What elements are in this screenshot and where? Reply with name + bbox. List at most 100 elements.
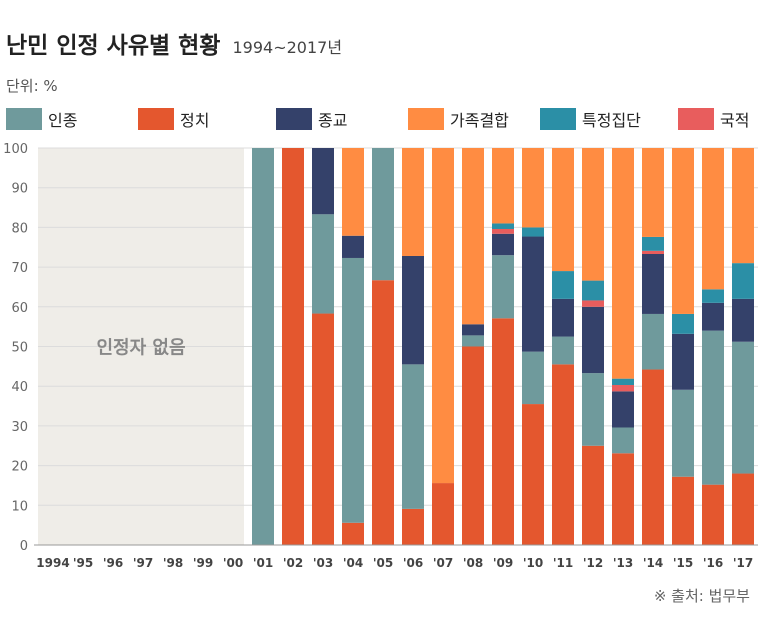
bar-segment-종교 bbox=[642, 253, 664, 314]
bar-segment-가족결합 bbox=[642, 148, 664, 237]
bar-segment-정치 bbox=[672, 476, 694, 545]
stacked-bar-chart: 0 10 20 30 40 50 60 70 80 90 100 1994 '95 '96 '97 '98 '9… bbox=[3, 142, 758, 570]
bar-segment-종교 bbox=[552, 298, 574, 337]
y-tick-label: 10 bbox=[11, 499, 28, 514]
bar-segment-국적 bbox=[612, 385, 634, 392]
bar-segment-가족결합 bbox=[522, 148, 544, 228]
x-tick-label: 1994 bbox=[36, 556, 69, 570]
bar-segment-정치 bbox=[312, 313, 334, 545]
legend-swatch bbox=[408, 108, 444, 130]
bar-segment-정치 bbox=[582, 445, 604, 545]
bar-segment-인종 bbox=[582, 373, 604, 446]
x-tick-label: '14 bbox=[643, 556, 663, 570]
bar-segment-특정집단 bbox=[672, 313, 694, 334]
x-tick-label: '16 bbox=[703, 556, 723, 570]
legend-label: 종교 bbox=[318, 111, 348, 130]
legend-item: 가족결합 bbox=[408, 107, 509, 131]
bar-segment-정치 bbox=[372, 280, 394, 545]
legend-item: 국적 bbox=[678, 107, 749, 131]
x-tick-label: '99 bbox=[193, 556, 213, 570]
no-recognition-label: 인정자 없음 bbox=[96, 337, 185, 358]
chart-title-text: 난민 인정 사유별 현황 bbox=[6, 33, 221, 59]
bar-segment-인종 bbox=[492, 255, 514, 319]
bar-segment-인종 bbox=[402, 364, 424, 509]
y-tick-label: 40 bbox=[11, 380, 28, 395]
x-tick-label: '97 bbox=[133, 556, 153, 570]
bar-segment-국적 bbox=[642, 250, 664, 254]
x-tick-label: '05 bbox=[373, 556, 393, 570]
bar-segment-정치 bbox=[732, 473, 754, 545]
legend-item: 인종 bbox=[6, 107, 77, 131]
bar-segment-인종 bbox=[642, 313, 664, 370]
x-tick-label: '96 bbox=[103, 556, 123, 570]
bar-segment-정치 bbox=[552, 364, 574, 545]
legend-item: 정치 bbox=[138, 107, 209, 131]
bar-segment-특정집단 bbox=[492, 223, 514, 229]
bar-segment-특정집단 bbox=[702, 289, 724, 303]
x-tick-label: '03 bbox=[313, 556, 333, 570]
bar-segment-특정집단 bbox=[522, 227, 544, 237]
legend-swatch bbox=[678, 108, 714, 130]
y-tick-label: 0 bbox=[20, 539, 28, 554]
x-tick-label: '12 bbox=[583, 556, 603, 570]
bar-segment-가족결합 bbox=[612, 148, 634, 379]
legend-swatch bbox=[138, 108, 174, 130]
bar-segment-가족결합 bbox=[702, 148, 724, 290]
bar-segment-특정집단 bbox=[552, 271, 574, 299]
bar-segment-인종 bbox=[732, 341, 754, 474]
bar-segment-정치 bbox=[522, 404, 544, 545]
legend-swatch bbox=[540, 108, 576, 130]
bar-segment-국적 bbox=[582, 300, 604, 307]
bar-segment-인종 bbox=[372, 148, 394, 281]
x-tick-label: '07 bbox=[433, 556, 453, 570]
bar-segment-종교 bbox=[672, 333, 694, 390]
legend-label: 국적 bbox=[720, 111, 750, 130]
x-tick-label: '17 bbox=[733, 556, 753, 570]
y-tick-label: 70 bbox=[11, 261, 28, 276]
legend-item: 특정집단 bbox=[540, 107, 641, 131]
bar-segment-인종 bbox=[612, 427, 634, 454]
bar-segment-가족결합 bbox=[552, 148, 574, 272]
x-tick-label: '11 bbox=[553, 556, 573, 570]
x-tick-label: '06 bbox=[403, 556, 423, 570]
bar-segment-인종 bbox=[342, 257, 364, 523]
bar-segment-정치 bbox=[492, 318, 514, 545]
bar-segment-종교 bbox=[342, 235, 364, 258]
bar-segment-가족결합 bbox=[672, 148, 694, 314]
x-tick-label: '04 bbox=[343, 556, 363, 570]
bar-segment-인종 bbox=[552, 336, 574, 365]
bar-segment-가족결합 bbox=[492, 148, 514, 224]
x-tick-label: '10 bbox=[523, 556, 543, 570]
legend-swatch bbox=[6, 108, 42, 130]
legend-label: 정치 bbox=[180, 111, 210, 130]
chart-subtitle: 1994~2017년 bbox=[232, 38, 343, 57]
bar-segment-인종 bbox=[702, 330, 724, 485]
source-note: ※ 출처: 법무부 bbox=[653, 587, 750, 605]
bar-segment-인종 bbox=[522, 351, 544, 405]
bar-segment-종교 bbox=[612, 391, 634, 428]
bar-segment-정치 bbox=[642, 369, 664, 545]
bar-segment-가족결합 bbox=[582, 148, 604, 281]
x-tick-label: '09 bbox=[493, 556, 513, 570]
unit-label: 단위: % bbox=[6, 77, 58, 95]
bar-segment-종교 bbox=[732, 298, 754, 342]
x-tick-label: '15 bbox=[673, 556, 693, 570]
bar-segment-종교 bbox=[492, 233, 514, 256]
x-tick-label: '08 bbox=[463, 556, 483, 570]
bar-segment-정치 bbox=[432, 483, 454, 545]
x-tick-label: '00 bbox=[223, 556, 243, 570]
bar-segment-정치 bbox=[342, 522, 364, 545]
x-tick-label: '02 bbox=[283, 556, 303, 570]
y-tick-label: 100 bbox=[3, 142, 28, 157]
bar-segment-정치 bbox=[612, 453, 634, 545]
bar-segment-종교 bbox=[402, 255, 424, 365]
bar-segment-종교 bbox=[462, 324, 484, 336]
bar-segment-가족결합 bbox=[732, 148, 754, 264]
bar-segment-특정집단 bbox=[612, 378, 634, 386]
x-tick-label: '01 bbox=[253, 556, 273, 570]
x-tick-label: '98 bbox=[163, 556, 183, 570]
legend-label: 가족결합 bbox=[450, 111, 509, 130]
bar-segment-종교 bbox=[522, 236, 544, 352]
bar-segment-가족결합 bbox=[432, 148, 454, 484]
legend-label: 특정집단 bbox=[582, 111, 641, 130]
